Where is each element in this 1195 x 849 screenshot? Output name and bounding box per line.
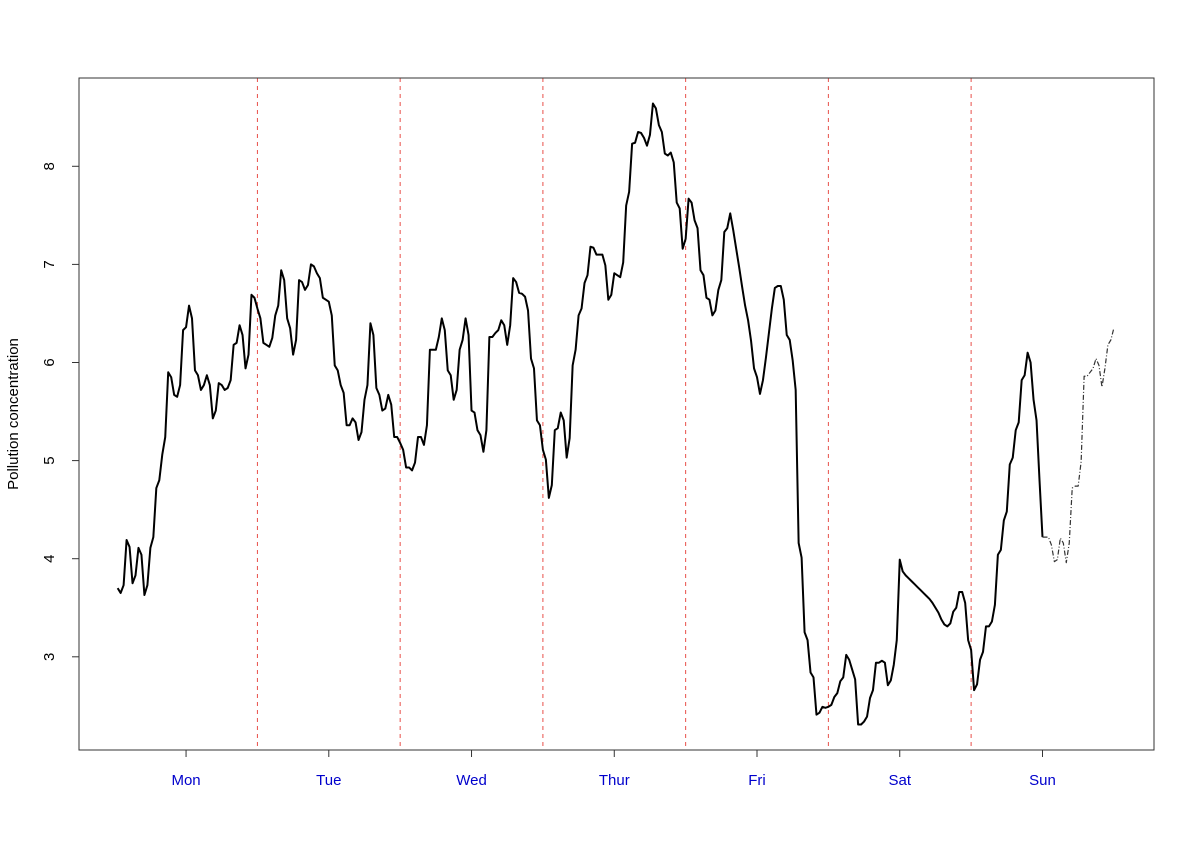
- y-axis-label: Pollution concentration: [5, 338, 22, 490]
- x-tick-label: Sat: [888, 772, 911, 789]
- x-tick-label: Wed: [456, 772, 487, 789]
- y-tick-label: 6: [41, 358, 58, 366]
- y-tick-label: 4: [41, 555, 58, 563]
- x-tick-label: Thur: [599, 772, 630, 789]
- y-tick-label: 5: [41, 456, 58, 464]
- series-line: [1042, 328, 1115, 564]
- x-tick-label: Tue: [316, 772, 341, 789]
- x-tick-label: Mon: [171, 772, 200, 789]
- x-tick-label: Fri: [748, 772, 766, 789]
- x-tick-label: Sun: [1029, 772, 1056, 789]
- y-tick-label: 8: [41, 162, 58, 170]
- y-tick-label: 3: [41, 653, 58, 661]
- series-line: [116, 102, 1044, 726]
- plot-frame: [78, 77, 1155, 751]
- y-tick-label: 7: [41, 260, 58, 268]
